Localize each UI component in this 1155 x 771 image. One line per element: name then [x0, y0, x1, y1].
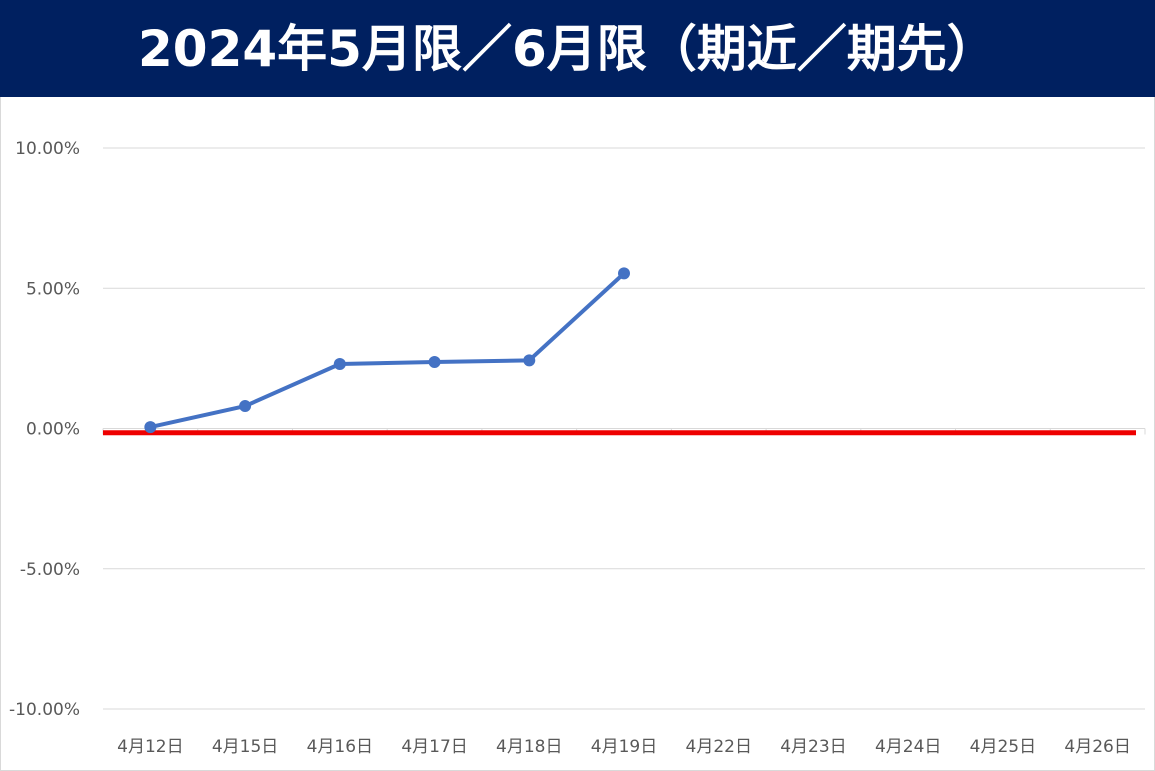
series-layer — [103, 267, 1136, 436]
x-tick-label: 4月23日 — [780, 737, 846, 757]
x-tick-label: 4月22日 — [686, 737, 752, 757]
x-tick-label: 4月16日 — [307, 737, 373, 757]
y-tick-label: 10.00% — [15, 139, 80, 159]
title-bar: 2024年5月限／6月限（期近／期先） — [0, 0, 1155, 97]
data-point — [144, 421, 157, 434]
x-tick-label: 4月19日 — [591, 737, 657, 757]
data-point — [333, 357, 346, 370]
y-tick-label: -5.00% — [20, 560, 80, 580]
y-tick-label: -10.00% — [9, 700, 80, 720]
x-tick-label: 4月15日 — [212, 737, 278, 757]
y-tick-label: 0.00% — [26, 420, 80, 440]
data-point — [239, 400, 252, 413]
chart-title: 2024年5月限／6月限（期近／期先） — [138, 20, 997, 78]
x-tick-label: 4月26日 — [1064, 737, 1130, 757]
data-point — [428, 356, 441, 369]
data-point — [618, 267, 630, 280]
x-axis-labels: 4月12日 4月15日 4月16日 4月17日 4月18日 4月19日 4月22日 4月23日… — [117, 737, 1131, 757]
y-axis-labels: 10.00% 5.00% 0.00% -5.00% -10.00% — [9, 139, 80, 720]
spread-series-line — [149, 271, 626, 430]
x-tick-label: 4月24日 — [875, 737, 941, 757]
data-point — [523, 354, 536, 367]
gridlines — [102, 147, 1146, 710]
y-tick-label: 5.00% — [26, 279, 80, 299]
x-tick-label: 4月12日 — [117, 737, 183, 757]
x-tick-label: 4月17日 — [401, 737, 467, 757]
x-tick-label: 4月18日 — [496, 737, 562, 757]
x-tick-label: 4月25日 — [970, 737, 1036, 757]
